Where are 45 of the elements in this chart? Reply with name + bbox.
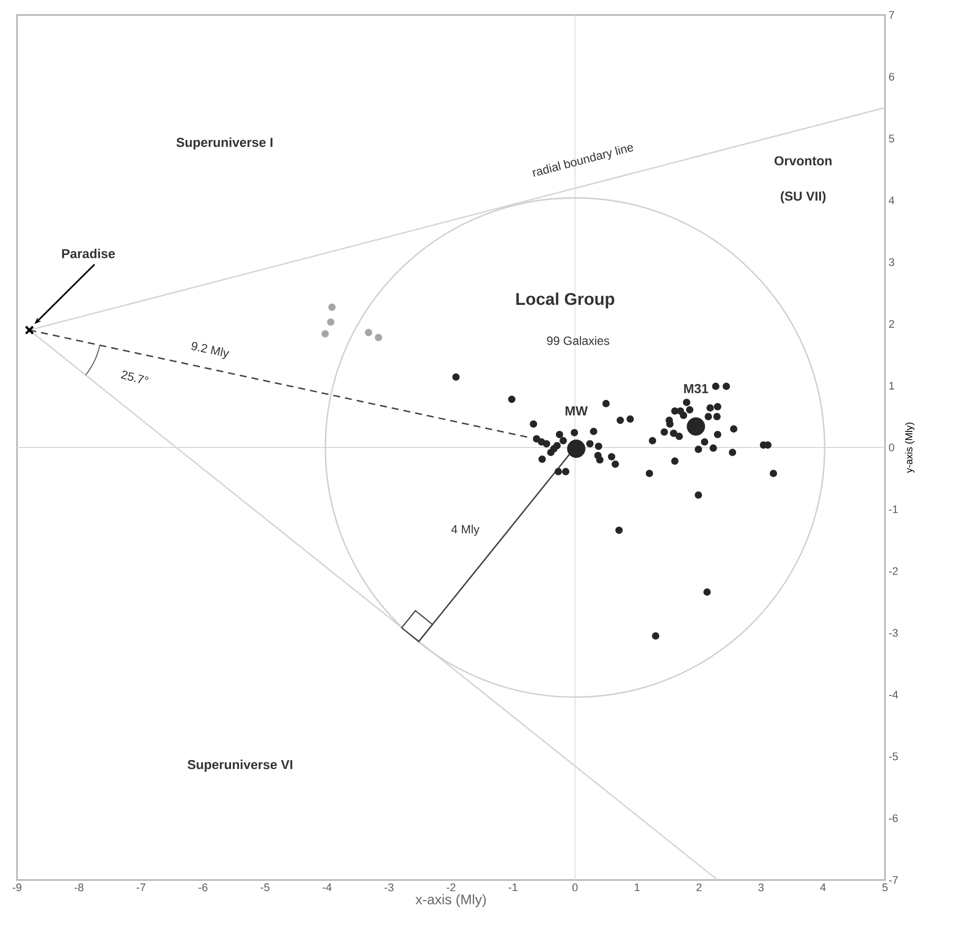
x-tick-label: -9	[12, 884, 22, 892]
annotation: (SU VII)	[780, 191, 826, 204]
annotation: 25.7°	[120, 370, 148, 384]
x-tick-label: 2	[696, 884, 702, 892]
y-axis-title: y-axis (Mly)	[905, 422, 914, 473]
annotation: 4 Mly	[451, 524, 480, 536]
y-tick-label: 7	[889, 11, 894, 19]
y-tick-label: -4	[889, 690, 898, 698]
x-tick-label: 0	[572, 884, 578, 892]
annotation: Paradise	[62, 248, 115, 258]
x-tick-label: 1	[634, 884, 640, 892]
x-tick-label: -7	[136, 884, 146, 892]
annotation: 9.2 Mly	[191, 342, 230, 359]
x-tick-label: 5	[882, 884, 888, 892]
y-tick-label: 1	[889, 382, 894, 390]
y-tick-label: 5	[888, 134, 894, 142]
y-tick-label: -3	[889, 628, 898, 637]
annotation: radial boundary line	[532, 145, 634, 177]
x-tick-label: -5	[260, 884, 270, 892]
y-tick-label: -1	[889, 506, 898, 514]
x-tick-label: -1	[508, 884, 518, 892]
annotation: Orvonton	[774, 156, 832, 166]
x-tick-label: 4	[820, 884, 826, 892]
y-tick-label: 0	[888, 444, 894, 452]
annotation: M31	[684, 384, 708, 394]
y-tick-label: -2	[889, 567, 898, 575]
x-tick-label: 3	[758, 884, 764, 892]
x-axis-title: x-axis (Mly)	[416, 894, 486, 908]
y-tick-label: 2	[889, 320, 894, 328]
y-tick-label: -7	[889, 876, 898, 884]
x-tick-label: -3	[384, 884, 394, 892]
annotation: MW	[566, 406, 588, 416]
x-tick-label: -6	[198, 884, 208, 892]
x-tick-label: -8	[74, 884, 84, 892]
annotation: Superuniverse VI	[188, 760, 292, 772]
y-tick-label: -5	[889, 752, 898, 760]
y-tick-label: 6	[889, 72, 894, 81]
y-tick-label: 4	[888, 196, 894, 204]
y-tick-label: 3	[888, 258, 894, 266]
annotation: Superuniverse I	[176, 137, 272, 150]
annotation: 99 Galaxies	[547, 336, 610, 345]
x-tick-label: -2	[446, 884, 456, 892]
x-tick-label: -4	[322, 884, 332, 892]
y-tick-label: -6	[889, 814, 898, 822]
annotation: Local Group	[516, 292, 614, 308]
